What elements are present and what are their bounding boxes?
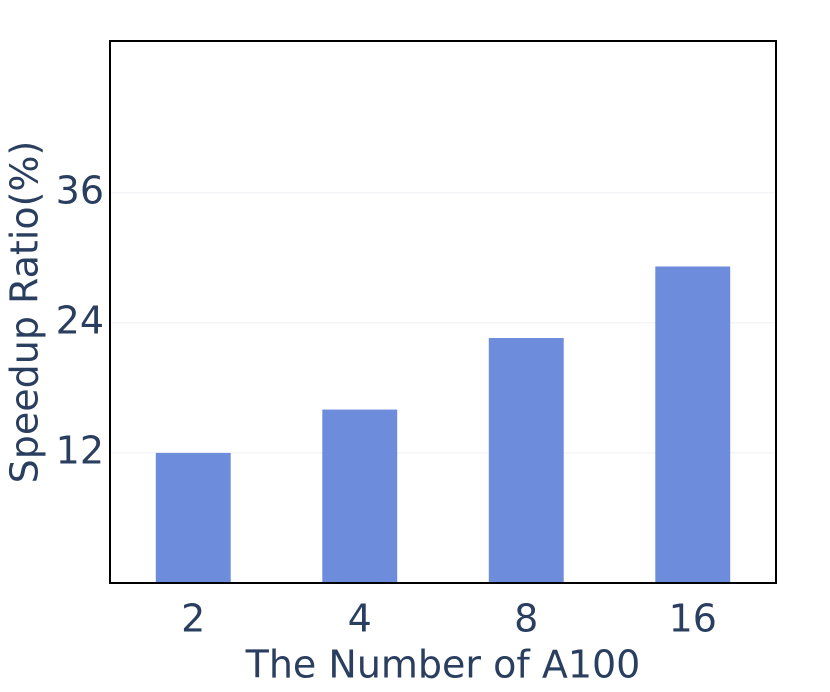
bar	[488, 338, 564, 583]
x-tick-label: 16	[669, 597, 717, 641]
plot-frame	[109, 40, 777, 584]
bar	[155, 452, 231, 583]
y-tick-label: 12	[56, 428, 104, 472]
x-tick-label: 8	[514, 597, 538, 641]
bar	[655, 266, 731, 583]
x-tick-label: 4	[348, 597, 372, 641]
y-axis-title: Speedup Ratio(%)	[3, 141, 47, 484]
y-tick-label: 24	[56, 298, 104, 342]
bar	[322, 409, 398, 583]
x-tick-label: 2	[181, 597, 205, 641]
x-axis-title: The Number of A100	[245, 643, 641, 687]
y-tick-label: 36	[56, 168, 104, 212]
